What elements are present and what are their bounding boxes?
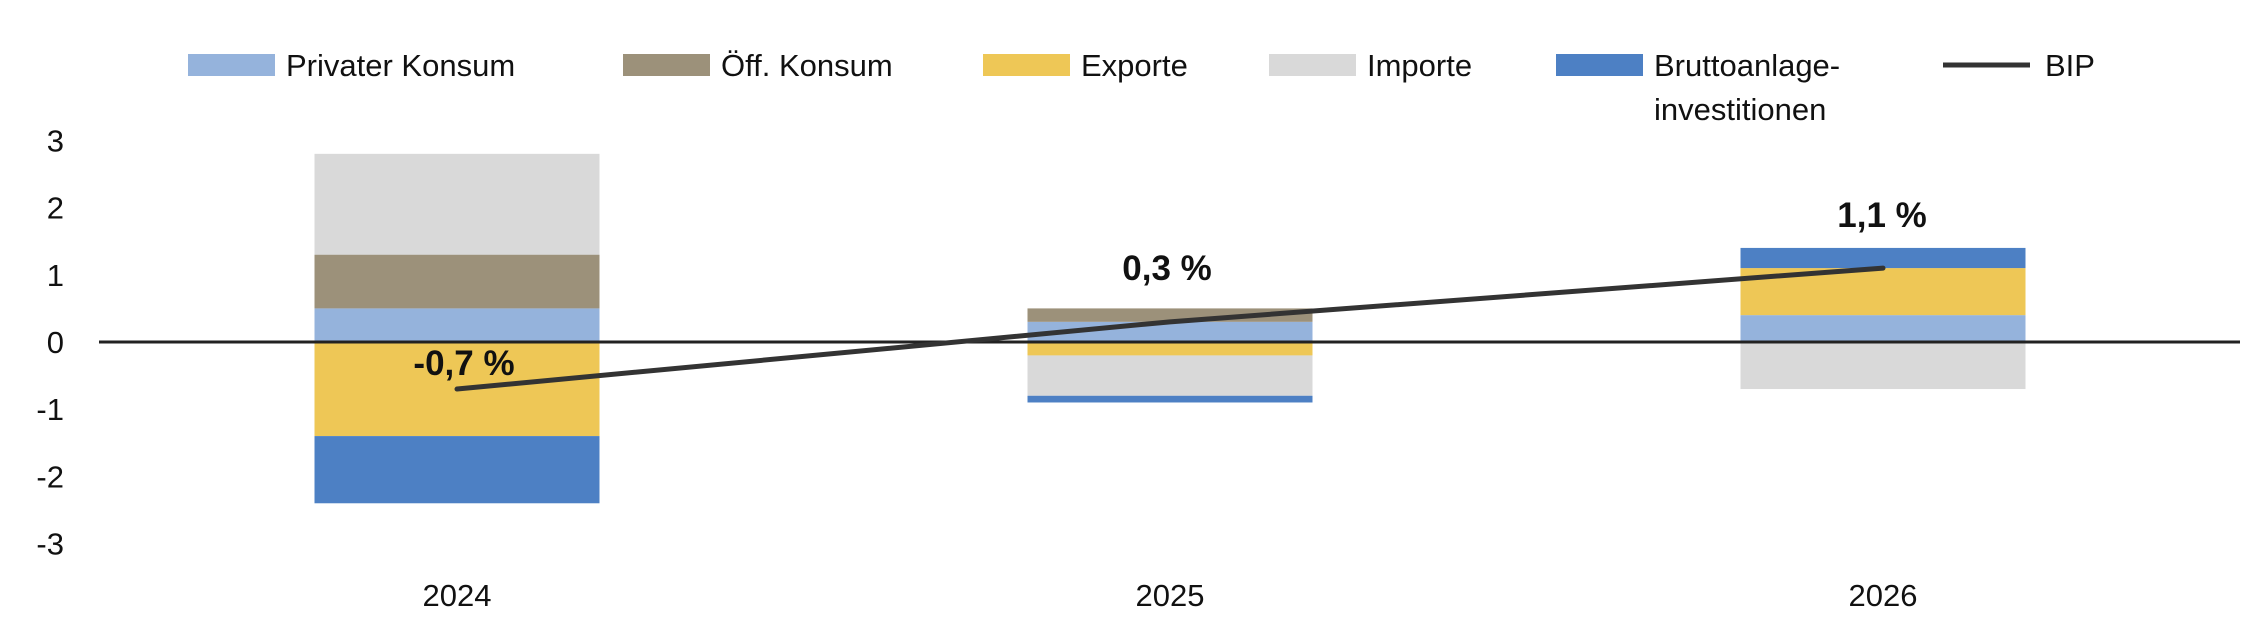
- y-tick-label: 1: [47, 258, 64, 293]
- x-tick-label: 2025: [1136, 578, 1205, 613]
- x-tick-label: 2024: [423, 578, 492, 613]
- bar-segment-0-3: [314, 153, 600, 255]
- legend-swatch: [1269, 54, 1356, 76]
- bar-segment-1-4: [1027, 395, 1313, 403]
- bar-segment-2-3: [1740, 342, 2026, 390]
- y-tick-label: 0: [47, 325, 64, 360]
- legend-label-line: Exporte: [1081, 48, 1188, 83]
- bar-segment-1-2: [1027, 342, 1313, 356]
- legend-label-line: Importe: [1367, 48, 1472, 83]
- legend-label: Importe: [1367, 48, 1472, 83]
- legend-label: Exporte: [1081, 48, 1188, 83]
- x-tick-label: 2026: [1849, 578, 1918, 613]
- bip-data-label: -0,7 %: [413, 344, 514, 383]
- x-axis: 2024 2025 2026: [423, 578, 1918, 613]
- legend-label: Öff. Konsum: [721, 48, 893, 83]
- legend-label: BIP: [2045, 48, 2095, 83]
- y-tick-label: -3: [36, 527, 64, 562]
- bars: [314, 153, 2026, 504]
- bip-line-path: [454, 265, 1886, 392]
- bar-segment-2-4: [1740, 247, 2026, 269]
- legend-label-line: Privater Konsum: [286, 48, 515, 83]
- y-tick-label: 3: [47, 123, 64, 158]
- legend-label: Bruttoanlage-investitionen: [1654, 48, 1840, 127]
- legend-swatch: [983, 54, 1070, 76]
- bar-segment-0-4: [314, 436, 600, 504]
- legend-label-line: investitionen: [1654, 92, 1826, 127]
- y-tick-label: 2: [47, 191, 64, 226]
- legend-label-line: Bruttoanlage-: [1654, 48, 1840, 83]
- legend-label: Privater Konsum: [286, 48, 515, 83]
- legend-swatch: [188, 54, 275, 76]
- legend-swatch: [1556, 54, 1643, 76]
- legend-label-line: Öff. Konsum: [721, 48, 893, 83]
- y-axis: 3 2 1 0 -1 -2 -3: [36, 123, 64, 561]
- bar-segment-0-0: [314, 308, 600, 342]
- bar-segment-1-3: [1027, 355, 1313, 396]
- bip-data-label: 0,3 %: [1122, 249, 1212, 288]
- bar-segment-2-0: [1740, 315, 2026, 342]
- legend: Privater Konsum Öff. Konsum Exporte Importe…: [188, 48, 2095, 127]
- y-tick-label: -2: [36, 459, 64, 494]
- bip-data-label: 1,1 %: [1837, 196, 1927, 235]
- bip-line: -0,7 % 0,3 % 1,1 %: [413, 196, 1927, 392]
- bar-segment-0-1: [314, 254, 600, 309]
- y-tick-label: -1: [36, 392, 64, 427]
- legend-swatch: [623, 54, 710, 76]
